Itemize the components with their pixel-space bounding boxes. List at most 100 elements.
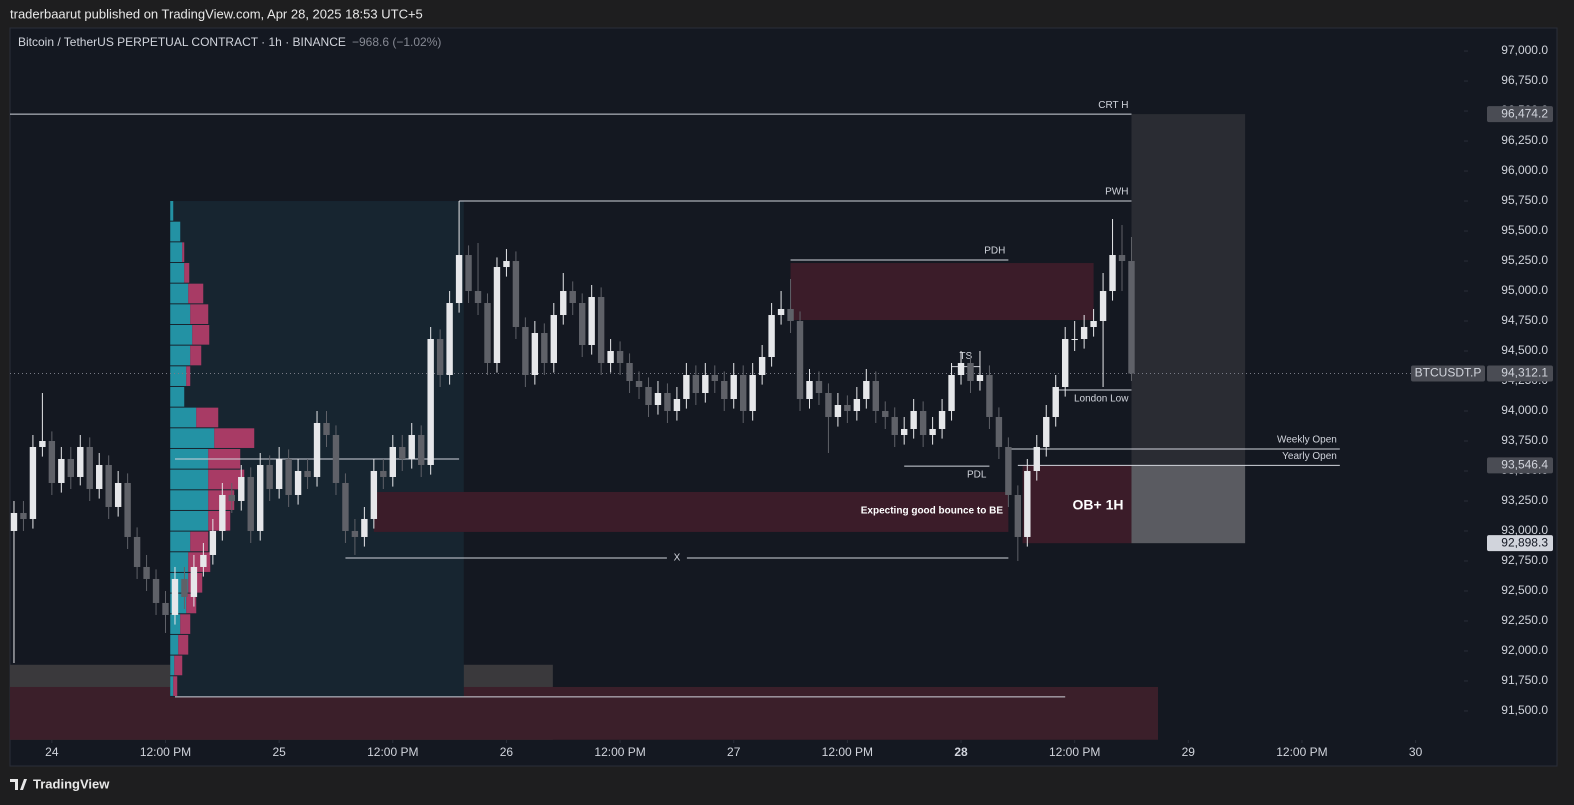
candle-body — [721, 381, 728, 399]
x-tick-label: 12:00 PM — [140, 745, 191, 759]
candle-body — [1033, 446, 1040, 471]
level-label: London Low — [1074, 394, 1129, 405]
candle-body — [58, 458, 65, 483]
candle-body — [900, 428, 908, 435]
candle-body — [351, 530, 359, 537]
candle-body — [143, 566, 150, 579]
candle-body — [768, 315, 775, 358]
candle-body — [607, 351, 614, 364]
profile-sell — [173, 676, 178, 696]
candle-body — [323, 422, 330, 435]
symbol-tag-label: BTCUSDT.P — [1415, 366, 1482, 380]
candle-body — [1014, 494, 1022, 537]
y-tick-label: 93,750.0 — [1501, 433, 1548, 447]
profile-sell — [196, 407, 219, 428]
candle-body — [853, 398, 861, 411]
candle-body — [228, 494, 235, 501]
candle-body — [645, 386, 652, 405]
candle-body — [806, 381, 813, 399]
profile-buy — [170, 634, 179, 655]
level-label: PDL — [967, 470, 987, 481]
x-tick-label: 12:00 PM — [1049, 745, 1100, 759]
level-label: Yearly Open — [1282, 451, 1337, 462]
candle-body — [531, 333, 539, 376]
candle-body — [67, 458, 74, 477]
x-tick-label: 30 — [1409, 745, 1423, 759]
profile-buy — [170, 469, 209, 490]
profile-buy — [170, 366, 187, 386]
tv-logo — [10, 779, 27, 790]
candle-body — [1090, 321, 1097, 328]
publisher-line: traderbaarut published on TradingView.co… — [10, 6, 423, 21]
candle-body — [474, 291, 482, 304]
candle-body — [1005, 446, 1012, 495]
x-tick-label: 29 — [1182, 745, 1196, 759]
candle-body — [692, 375, 700, 393]
candle-body — [124, 482, 131, 537]
candle-body — [455, 255, 463, 304]
candle-body — [825, 392, 832, 417]
profile-sell — [190, 345, 202, 366]
candle-body — [313, 422, 321, 477]
level-label: PWH — [1105, 187, 1128, 198]
candle-body — [1109, 255, 1116, 292]
candle-body — [929, 428, 936, 435]
candle-body — [579, 303, 586, 346]
candle-body — [209, 530, 217, 555]
candle-body — [948, 375, 955, 411]
profile-sell — [192, 324, 210, 345]
candle-body — [1061, 339, 1069, 387]
candle-body — [919, 410, 927, 435]
profile-buy — [170, 510, 209, 531]
price-badge — [1487, 457, 1553, 474]
price-badge-label: 96,474.2 — [1501, 106, 1548, 120]
candle-body — [418, 434, 425, 465]
candle-body — [512, 261, 520, 328]
candle-body — [957, 363, 965, 376]
candle-body — [872, 381, 879, 411]
level-label: TS — [959, 351, 972, 362]
candle-body — [1118, 255, 1126, 262]
candle-body — [522, 327, 529, 376]
annotation: Expecting good bounce to BE — [861, 506, 1004, 517]
profile-sell — [186, 366, 191, 386]
symbol-tag — [1411, 365, 1485, 382]
y-tick-label: 93,250.0 — [1501, 493, 1548, 507]
candle-body — [777, 309, 785, 316]
y-tick-label: 95,750.0 — [1501, 193, 1548, 207]
price-badge — [1487, 535, 1553, 552]
price-badge — [1487, 365, 1553, 382]
x-tick-label: 12:00 PM — [1276, 745, 1327, 759]
chart-title: Bitcoin / TetherUS PERPETUAL CONTRACT · … — [18, 35, 346, 49]
price-change: −968.6 (−1.02%) — [352, 35, 441, 49]
candle-body — [588, 297, 595, 346]
candle-body — [48, 440, 56, 483]
profile-sell — [208, 469, 245, 490]
candle-body — [891, 416, 898, 435]
candle-body — [569, 291, 576, 304]
candle-body — [796, 321, 804, 399]
candle-body — [190, 566, 198, 597]
candle-body — [503, 261, 510, 268]
candle-body — [1052, 386, 1059, 417]
zone — [1022, 465, 1132, 544]
candle-body — [730, 375, 737, 399]
candle-body — [342, 482, 349, 531]
x-tick-label: 27 — [727, 745, 741, 759]
candle-body — [664, 392, 671, 411]
candle-body — [938, 410, 946, 429]
profile-buy — [170, 304, 191, 324]
annotation: OB+ 1H — [1073, 497, 1124, 513]
profile-buy — [170, 428, 215, 448]
y-tick-label: 91,500.0 — [1501, 703, 1548, 717]
x-tick-label: 12:00 PM — [367, 745, 418, 759]
profile-buy — [170, 552, 189, 572]
y-tick-label: 92,250.0 — [1501, 613, 1548, 627]
x-tick-label: 12:00 PM — [822, 745, 873, 759]
y-tick-label: 96,000.0 — [1501, 163, 1548, 177]
candle-body — [133, 536, 141, 567]
profile-buy — [170, 407, 197, 428]
y-tick-label: 95,250.0 — [1501, 253, 1548, 267]
zone — [1131, 465, 1246, 544]
y-tick-label: 92,750.0 — [1501, 553, 1548, 567]
